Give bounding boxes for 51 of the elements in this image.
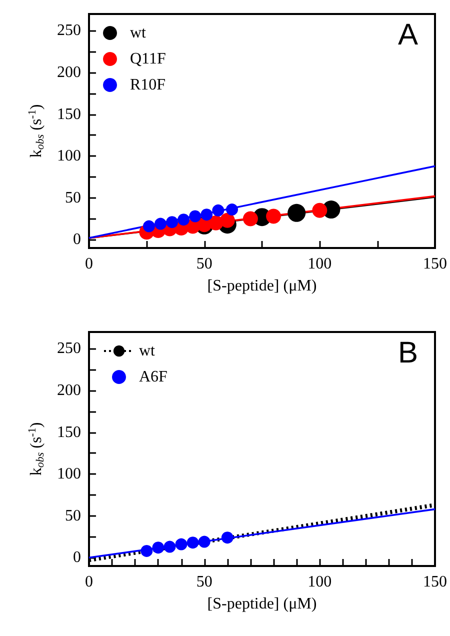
point — [312, 202, 328, 218]
point — [178, 214, 190, 226]
y-axis-title: kobs (s-1) — [26, 104, 47, 158]
y-tick-label: 100 — [57, 148, 81, 165]
y-tick-label: 50 — [65, 507, 81, 524]
y-tick-label: 150 — [57, 424, 81, 441]
point — [140, 544, 153, 557]
point — [186, 536, 199, 549]
point — [189, 210, 202, 222]
annotation: A — [398, 18, 418, 52]
x-tick-label: 0 — [85, 574, 93, 590]
point — [154, 218, 167, 230]
legend-label: wt — [130, 24, 147, 42]
legend-label: Q11F — [130, 50, 166, 68]
legend-label: A6F — [139, 368, 168, 386]
point — [198, 536, 210, 548]
y-tick-label: 250 — [57, 340, 81, 358]
y-tick-label: 0 — [73, 549, 81, 566]
x-tick-label: 0 — [85, 256, 93, 272]
x-axis-title: [S-peptide] (μM) — [207, 278, 317, 294]
x-tick-label: 50 — [196, 256, 212, 272]
point — [242, 211, 258, 226]
point — [164, 540, 176, 553]
y-tick-label: 50 — [65, 189, 81, 206]
point — [266, 208, 282, 224]
legend-label: wt — [139, 342, 156, 360]
y-tick-label: 250 — [57, 22, 81, 40]
legend-label: R10F — [130, 76, 166, 94]
y-tick-label: 200 — [57, 382, 81, 399]
annotation: B — [398, 336, 418, 370]
point — [226, 204, 238, 216]
x-tick-label: 150 — [423, 574, 447, 590]
x-axis-title: [S-peptide] (μM) — [207, 596, 317, 612]
point — [221, 532, 234, 544]
point — [166, 216, 178, 228]
y-tick-label: 100 — [57, 466, 81, 483]
y-axis-title: kobs (s-1) — [26, 422, 47, 476]
point — [142, 220, 155, 232]
point — [220, 212, 235, 228]
point — [212, 204, 224, 216]
y-tick-label: 200 — [57, 64, 81, 81]
y-tick-label: 0 — [73, 231, 81, 248]
x-tick-label: 50 — [196, 574, 212, 590]
y-tick-label: 150 — [57, 106, 81, 123]
point — [200, 208, 213, 221]
point — [175, 538, 188, 550]
x-tick-label: 100 — [308, 256, 332, 272]
x-tick-label: 100 — [308, 574, 332, 590]
x-tick-label: 150 — [423, 256, 447, 272]
point — [152, 542, 164, 554]
point — [288, 204, 306, 222]
